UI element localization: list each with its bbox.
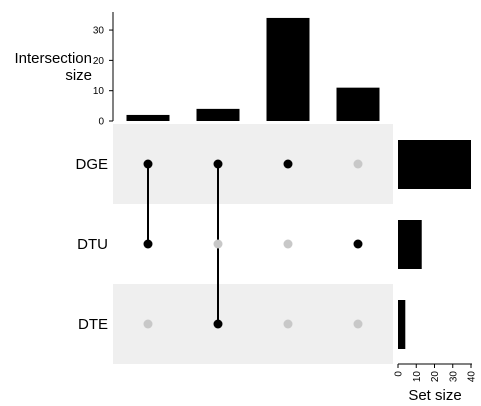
matrix-dot-inactive <box>143 319 153 329</box>
intersection-size-title-line1: Intersection <box>14 50 92 67</box>
set-size-tick-label: 30 <box>448 371 459 383</box>
intersection-matrix <box>143 159 363 329</box>
row-shade-dge <box>113 124 393 204</box>
matrix-dot-active <box>353 239 363 249</box>
intersection-bar <box>126 114 170 121</box>
set-labels: DGE DTU DTE <box>75 156 108 333</box>
set-size-title: Set size <box>408 387 461 404</box>
set-size-bar-dte <box>398 300 406 349</box>
set-label-dge: DGE <box>75 156 108 173</box>
intersection-size-tick-label: 20 <box>93 56 105 67</box>
intersection-bar <box>196 108 240 121</box>
intersection-size-axis: 0 10 20 30 <box>93 12 114 128</box>
set-size-tick-label: 40 <box>467 371 478 383</box>
matrix-dot-active <box>143 159 153 169</box>
set-size-bars <box>398 140 471 349</box>
matrix-dot-inactive <box>213 239 223 249</box>
intersection-bar <box>336 87 380 121</box>
intersection-size-title-line2: size <box>65 67 92 84</box>
matrix-row-shading <box>113 124 393 364</box>
matrix-dot-inactive <box>283 319 293 329</box>
set-size-tick-label: 10 <box>412 371 423 383</box>
set-size-tick-label: 0 <box>394 371 405 377</box>
set-size-tick-label: 20 <box>430 371 441 383</box>
set-label-dte: DTE <box>78 316 108 333</box>
set-size-axis: 0 10 20 30 40 <box>394 363 478 383</box>
set-size-bar-dtu <box>398 220 422 269</box>
set-label-dtu: DTU <box>77 236 108 253</box>
matrix-dot-inactive <box>283 239 293 249</box>
matrix-dot-active <box>213 159 223 169</box>
matrix-dot-inactive <box>353 159 363 169</box>
set-size-bar-dge <box>398 140 471 189</box>
matrix-dot-active <box>213 319 223 329</box>
row-shade-dte <box>113 284 393 364</box>
intersection-size-bars <box>126 17 380 121</box>
intersection-size-tick-label: 10 <box>93 86 105 97</box>
intersection-bar <box>266 17 310 121</box>
intersection-size-tick-label: 0 <box>98 117 104 128</box>
matrix-dot-inactive <box>353 319 363 329</box>
matrix-dot-active <box>143 239 153 249</box>
intersection-size-tick-label: 30 <box>93 26 105 37</box>
matrix-dot-active <box>283 159 293 169</box>
